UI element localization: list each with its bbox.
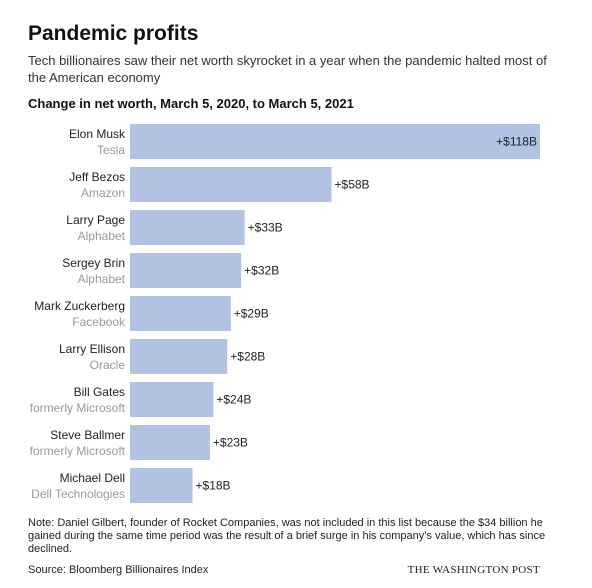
value-label: +$24B [216, 393, 251, 407]
value-label: +$118B [496, 135, 537, 149]
company-label: Amazon [81, 186, 125, 200]
chart-subtitle: Tech billionaires saw their net worth sk… [28, 53, 547, 85]
company-label: Facebook [72, 315, 126, 329]
category-label: Jeff Bezos [69, 170, 125, 184]
bar-chart: Elon Musk Tesla +$118B Jeff Bezos Amazon +$58… [30, 124, 540, 503]
category-label: Elon Musk [69, 127, 126, 141]
value-label: +$28B [230, 350, 265, 364]
publisher-logo: THE WASHINGTON POST [407, 564, 540, 576]
bar [130, 124, 540, 159]
bar [130, 339, 228, 374]
bar [130, 425, 210, 460]
company-label: Tesla [97, 143, 125, 157]
company-label: formerly Microsoft [30, 401, 126, 415]
chart-heading: Change in net worth, March 5, 2020, to M… [28, 96, 354, 111]
category-label: Sergey Brin [62, 256, 125, 270]
category-label: Mark Zuckerberg [34, 299, 125, 313]
category-label: Larry Ellison [59, 342, 125, 356]
source-credit: Source: Bloomberg Billionaires Index [28, 564, 209, 576]
company-label: Oracle [90, 358, 126, 372]
category-label: Bill Gates [74, 385, 125, 399]
company-label: Alphabet [78, 229, 126, 243]
value-label: +$33B [248, 221, 283, 235]
category-label: Steve Ballmer [50, 428, 125, 442]
footnote: Note: Daniel Gilbert, founder of Rocket … [28, 517, 546, 555]
value-label: +$23B [213, 436, 248, 450]
category-label: Larry Page [66, 213, 125, 227]
value-label: +$32B [244, 264, 279, 278]
chart-title: Pandemic profits [28, 22, 199, 45]
category-label: Michael Dell [60, 471, 125, 485]
company-label: Alphabet [78, 272, 126, 286]
bar [130, 253, 242, 288]
company-label: formerly Microsoft [30, 444, 126, 458]
value-label: +$58B [335, 178, 370, 192]
bar [130, 296, 231, 331]
company-label: Dell Technologies [31, 487, 125, 501]
bar [130, 210, 245, 245]
value-label: +$29B [234, 307, 269, 321]
value-label: +$18B [196, 479, 231, 493]
bar [130, 382, 214, 417]
bar [130, 468, 193, 503]
bar [130, 167, 332, 202]
